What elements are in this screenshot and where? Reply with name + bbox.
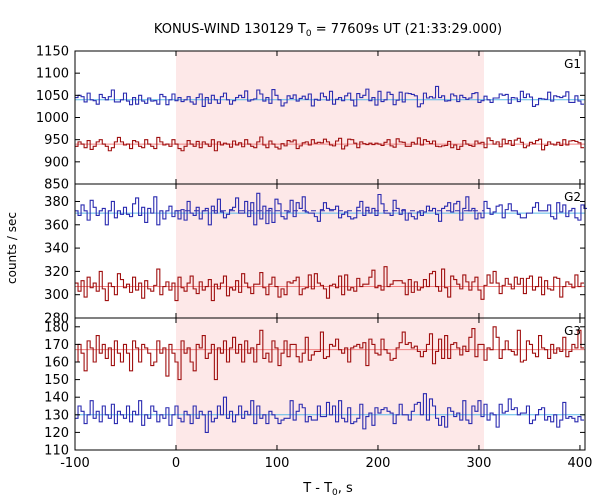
g2-y-tick-label: 340	[44, 242, 69, 257]
g3-y-tick-label: 150	[44, 373, 69, 388]
g2-panel-label: G2	[564, 190, 581, 204]
g2-y-tick-label: 280	[44, 312, 69, 327]
x-tick-label: 0	[172, 456, 180, 471]
x-tick-label: 100	[265, 456, 290, 471]
g2-series-blue	[75, 192, 588, 226]
g1-y-tick-label: 900	[44, 155, 69, 170]
g1-panel-label: G1	[564, 57, 581, 71]
g1-series-blue	[75, 85, 584, 108]
g3-y-tick-label: 160	[44, 356, 69, 371]
g1-series-red	[75, 136, 584, 152]
g2-y-tick-label: 380	[44, 195, 69, 210]
x-tick-label: 300	[467, 456, 492, 471]
g2-series-red	[75, 266, 584, 302]
g3-y-tick-label: 130	[44, 408, 69, 423]
g2-y-tick-label: 360	[44, 218, 69, 233]
g3-series-red	[75, 326, 584, 381]
y-axis-label: counts / sec	[5, 212, 19, 284]
g1-y-tick-label: 1150	[36, 45, 69, 60]
x-tick-label: 400	[568, 456, 593, 471]
g1-y-tick-label: 1100	[36, 67, 69, 82]
g2-y-tick-label: 320	[44, 265, 69, 280]
g3-y-tick-label: 110	[44, 444, 69, 459]
g3-panel-label: G3	[564, 324, 581, 338]
chart-title: KONUS-WIND 130129 T0 = 77609s UT (21:33:…	[154, 22, 502, 39]
x-tick-label: 200	[366, 456, 391, 471]
g1-y-tick-label: 1000	[36, 111, 69, 126]
g1-y-tick-label: 950	[44, 133, 69, 148]
g3-y-tick-label: 140	[44, 391, 69, 406]
g1-y-tick-label: 850	[44, 178, 69, 193]
x-axis-label: T - T0, s	[302, 481, 353, 498]
plot-layer: 8509009501000105011001150G12803003203403…	[36, 45, 592, 472]
shaded-interval	[175, 51, 485, 450]
g2-y-tick-label: 300	[44, 288, 69, 303]
g3-series-blue	[75, 393, 584, 433]
x-tick-label: -100	[60, 456, 90, 471]
g1-y-tick-label: 1050	[36, 89, 69, 104]
g3-y-tick-label: 180	[44, 320, 69, 335]
g3-panel-frame	[74, 317, 586, 451]
g3-y-tick-label: 170	[44, 338, 69, 353]
g3-y-tick-label: 120	[44, 426, 69, 441]
